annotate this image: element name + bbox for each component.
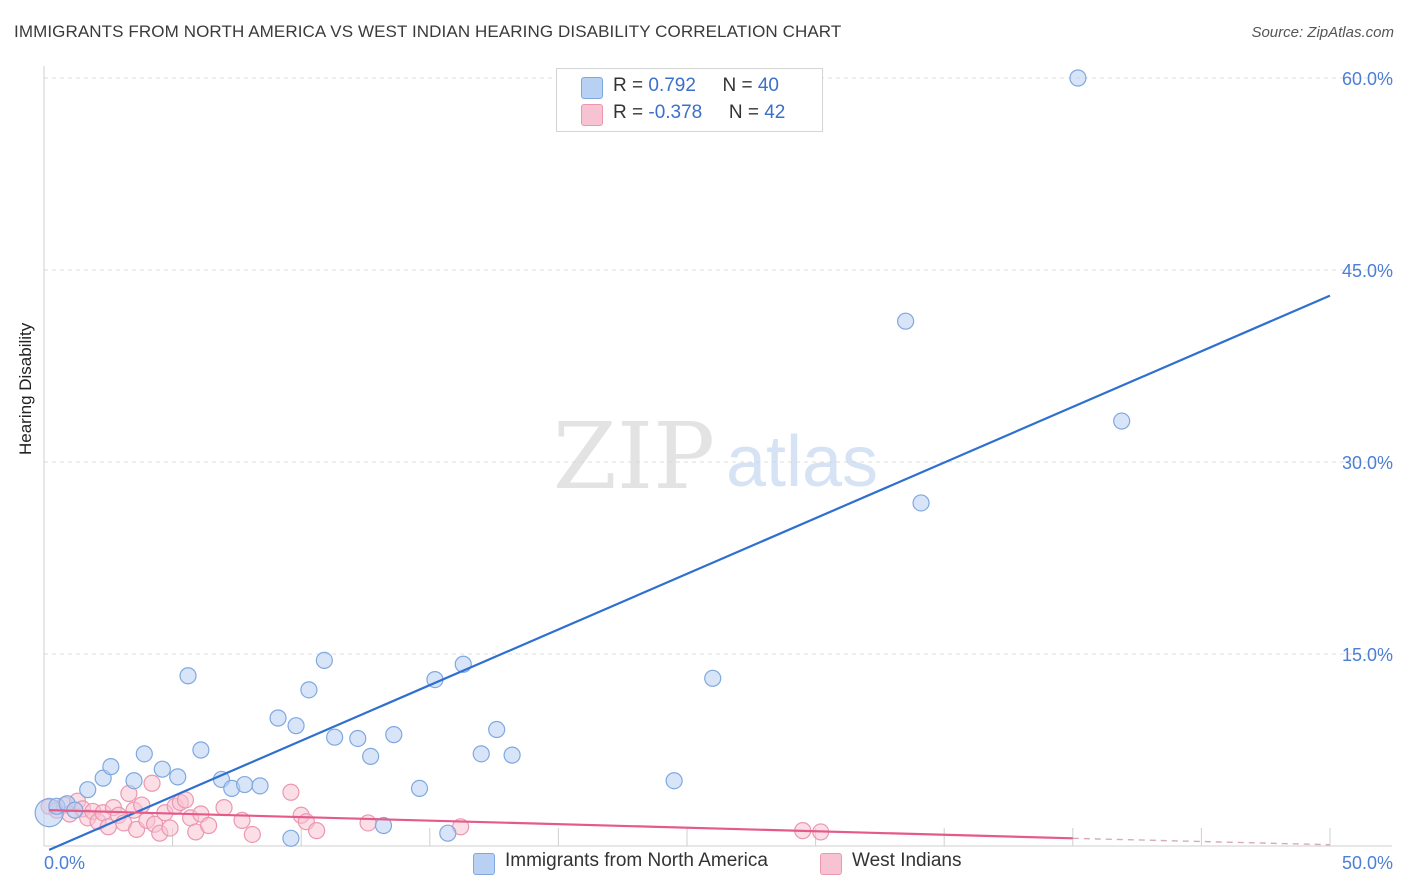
data-point-north-america <box>362 747 380 766</box>
data-point-west-indians <box>282 783 300 801</box>
data-point-north-america <box>1113 412 1131 430</box>
data-point-north-america <box>1069 69 1087 87</box>
correlation-legend: R = 0.792 N = 40 R = -0.378 N = 42 <box>556 68 823 132</box>
bottom-legend-label: Immigrants from North America <box>505 850 768 871</box>
source-label: Source: ZipAtlas.com <box>1251 24 1394 41</box>
watermark: ZIP atlas <box>553 403 878 510</box>
data-point-north-america <box>125 772 143 790</box>
data-point-west-indians <box>308 822 326 840</box>
legend-n-label: N = <box>728 102 765 123</box>
legend-n-value: 42 <box>764 102 786 123</box>
y-tick-label: 15.0% <box>1342 645 1393 665</box>
data-point-north-america <box>326 728 344 746</box>
data-point-west-indians <box>143 774 161 792</box>
data-point-west-indians <box>243 825 261 844</box>
y-axis-label: Hearing Disability <box>16 322 35 455</box>
data-point-north-america <box>135 745 153 763</box>
data-point-north-america <box>315 651 333 670</box>
y-tick-label: 30.0% <box>1342 453 1393 473</box>
data-point-north-america <box>169 768 187 786</box>
data-point-north-america <box>282 829 300 847</box>
trend-line-extension-west-indians <box>1072 837 1331 846</box>
x-tick-label: 0.0% <box>44 853 85 873</box>
x-tick-label: 50.0% <box>1342 853 1393 873</box>
tick-labels: 15.0% 30.0% 45.0% 60.0% 0.0% 50.0% <box>44 69 1393 873</box>
west-indians-points <box>40 774 830 844</box>
legend-swatch-pink <box>581 104 603 126</box>
watermark-atlas: atlas <box>726 422 878 502</box>
trend-line-north-america <box>48 294 1331 851</box>
data-point-north-america <box>439 824 457 842</box>
data-point-west-indians <box>200 816 218 835</box>
data-point-north-america <box>385 726 403 744</box>
axes <box>43 66 1392 847</box>
legend-n-value: 40 <box>757 75 779 96</box>
y-tick-label: 60.0% <box>1342 69 1393 89</box>
data-point-north-america <box>374 816 393 835</box>
north-america-points <box>34 69 1131 847</box>
data-point-north-america <box>665 772 683 790</box>
legend-r-label: R = <box>613 75 649 96</box>
data-point-north-america <box>179 667 197 685</box>
data-point-north-america <box>79 781 97 799</box>
data-point-north-america <box>503 746 521 764</box>
legend-n-label: N = <box>722 75 758 96</box>
data-point-west-indians <box>359 814 377 832</box>
bottom-legend-swatch-pink <box>820 853 842 875</box>
data-point-north-america <box>236 775 254 794</box>
data-point-north-america <box>269 709 287 727</box>
y-tick-label: 45.0% <box>1342 261 1393 281</box>
trend-line-west-indians <box>49 809 1073 840</box>
gridlines <box>44 77 1392 655</box>
data-point-north-america <box>287 717 305 735</box>
legend-r-value: 0.792 <box>648 75 696 96</box>
legend-r-label: R = <box>613 102 649 123</box>
data-point-north-america <box>300 681 318 699</box>
data-point-north-america <box>472 745 490 763</box>
data-point-north-america <box>488 720 506 739</box>
watermark-zip: ZIP <box>553 403 715 510</box>
bottom-legend-swatch-blue <box>473 853 495 875</box>
data-point-north-america <box>704 669 722 687</box>
data-point-north-america <box>897 312 915 330</box>
legend-r-value: -0.378 <box>648 102 703 123</box>
data-point-north-america <box>251 777 269 795</box>
data-point-north-america <box>153 760 171 778</box>
data-point-north-america <box>102 758 120 776</box>
data-point-west-indians <box>215 798 233 817</box>
data-point-north-america <box>410 779 429 798</box>
data-point-north-america <box>349 729 367 748</box>
trend-lines <box>48 294 1331 851</box>
data-point-north-america <box>912 494 930 512</box>
bottom-legend-label: West Indians <box>852 850 962 871</box>
data-point-north-america <box>192 741 210 759</box>
data-point-west-indians <box>161 819 179 837</box>
legend-swatch-blue <box>581 77 603 99</box>
chart-title: IMMIGRANTS FROM NORTH AMERICA VS WEST IN… <box>14 22 842 41</box>
